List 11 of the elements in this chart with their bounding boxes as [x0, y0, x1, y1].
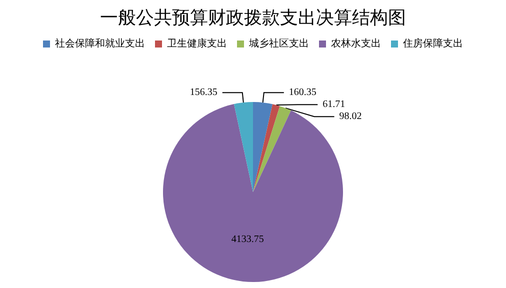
data-label: 4133.75	[231, 234, 264, 246]
data-label: 156.35	[190, 87, 218, 98]
data-label: 160.35	[288, 87, 316, 98]
legend-label: 农林水支出	[331, 38, 381, 50]
data-label: 61.71	[322, 99, 346, 110]
legend-label: 卫生健康支出	[167, 38, 227, 50]
data-label: 98.02	[339, 111, 362, 122]
legend-label: 社会保障和就业支出	[55, 38, 145, 50]
legend-label: 城乡社区支出	[248, 38, 309, 50]
chart-title: 一般公共预算财政拨款支出决算结构图	[100, 8, 406, 28]
legend-label: 住房保障支出	[403, 38, 463, 50]
